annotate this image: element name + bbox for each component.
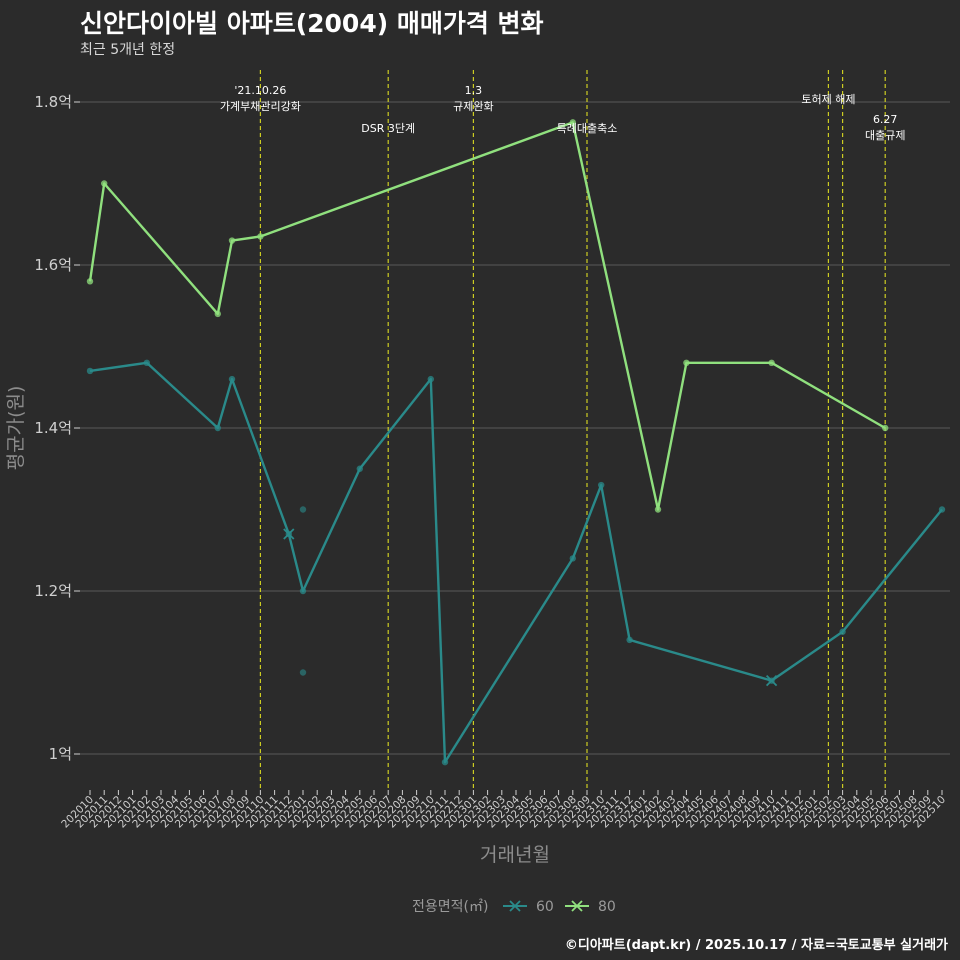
y-axis-title: 평균가(원)	[5, 386, 27, 471]
annotation-label: '21.10.26	[234, 84, 286, 97]
data-point-80	[257, 233, 264, 240]
data-point-80	[882, 424, 889, 432]
data-point-60	[569, 555, 576, 562]
data-point-80	[569, 119, 576, 126]
series-line-80	[88, 121, 886, 511]
y-tick-label: 1.6억	[34, 256, 72, 274]
data-point-80	[86, 278, 94, 285]
legend-label-60: 60	[536, 899, 554, 915]
data-point-60	[143, 359, 150, 366]
series-line-60	[89, 361, 943, 764]
annotation-label: 토허제 해제	[801, 92, 855, 106]
annotation-label: DSR 3단계	[361, 122, 415, 135]
data-point-60	[86, 367, 94, 375]
data-point-60	[299, 506, 307, 513]
data-point-60	[214, 424, 221, 432]
data-point-80	[101, 180, 108, 187]
annotation-label: 대출규제	[865, 129, 905, 142]
x-axis-ticks: 2020102020112020122021012021022021032021…	[59, 790, 948, 830]
data-point-80	[214, 310, 221, 318]
data-point-80	[228, 237, 236, 244]
y-tick-label: 1억	[49, 745, 72, 763]
legend-title: 전용면적(㎡)	[412, 899, 488, 915]
y-tick-label: 1.8억	[34, 93, 72, 111]
legend-key-cross-60	[509, 900, 521, 912]
data-point-80	[768, 359, 775, 366]
data-point-60	[441, 758, 449, 766]
y-axis-ticks: 1억 1.2억 1.4억 1.6억 1.8억	[34, 93, 80, 763]
x-axis-title: 거래년월	[480, 844, 550, 866]
chart-subtitle: 최근 5개년 한정	[80, 42, 176, 58]
data-point-60	[299, 669, 307, 676]
data-point-60	[626, 636, 633, 644]
y-tick-label: 1.2억	[34, 582, 72, 600]
data-point-60	[598, 481, 605, 489]
data-point-80	[654, 506, 662, 513]
source-footer: ©디아파트(dapt.kr) / 2025.10.17 / 자료=국토교통부 실…	[564, 938, 948, 953]
y-tick-label: 1.4억	[34, 419, 72, 437]
legend: 전용면적(㎡) 60 80	[412, 899, 616, 915]
series-layer	[86, 119, 946, 766]
annotation-label: 가계부채관리강화	[220, 100, 301, 113]
annotation-label: 6.27	[873, 113, 898, 126]
data-point-80	[683, 359, 690, 366]
legend-label-80: 80	[598, 899, 616, 915]
data-cross-60	[283, 528, 295, 540]
policy-event-lines	[259, 70, 886, 790]
data-point-60	[427, 375, 434, 383]
data-point-60	[299, 587, 307, 595]
annotation-label: 규제완화	[453, 100, 493, 113]
annotation-label: 특례대출축소	[557, 122, 618, 135]
data-cross-60	[765, 675, 778, 687]
legend-key-cross-80	[571, 900, 583, 912]
data-point-60	[356, 465, 363, 472]
data-point-60	[839, 628, 846, 635]
gridlines	[80, 101, 950, 755]
annotation-label: 1.3	[465, 84, 483, 97]
data-point-60	[938, 506, 946, 513]
chart-title: 신안다이아빌 아파트(2004) 매매가격 변화	[80, 9, 544, 38]
data-point-60	[228, 375, 236, 383]
